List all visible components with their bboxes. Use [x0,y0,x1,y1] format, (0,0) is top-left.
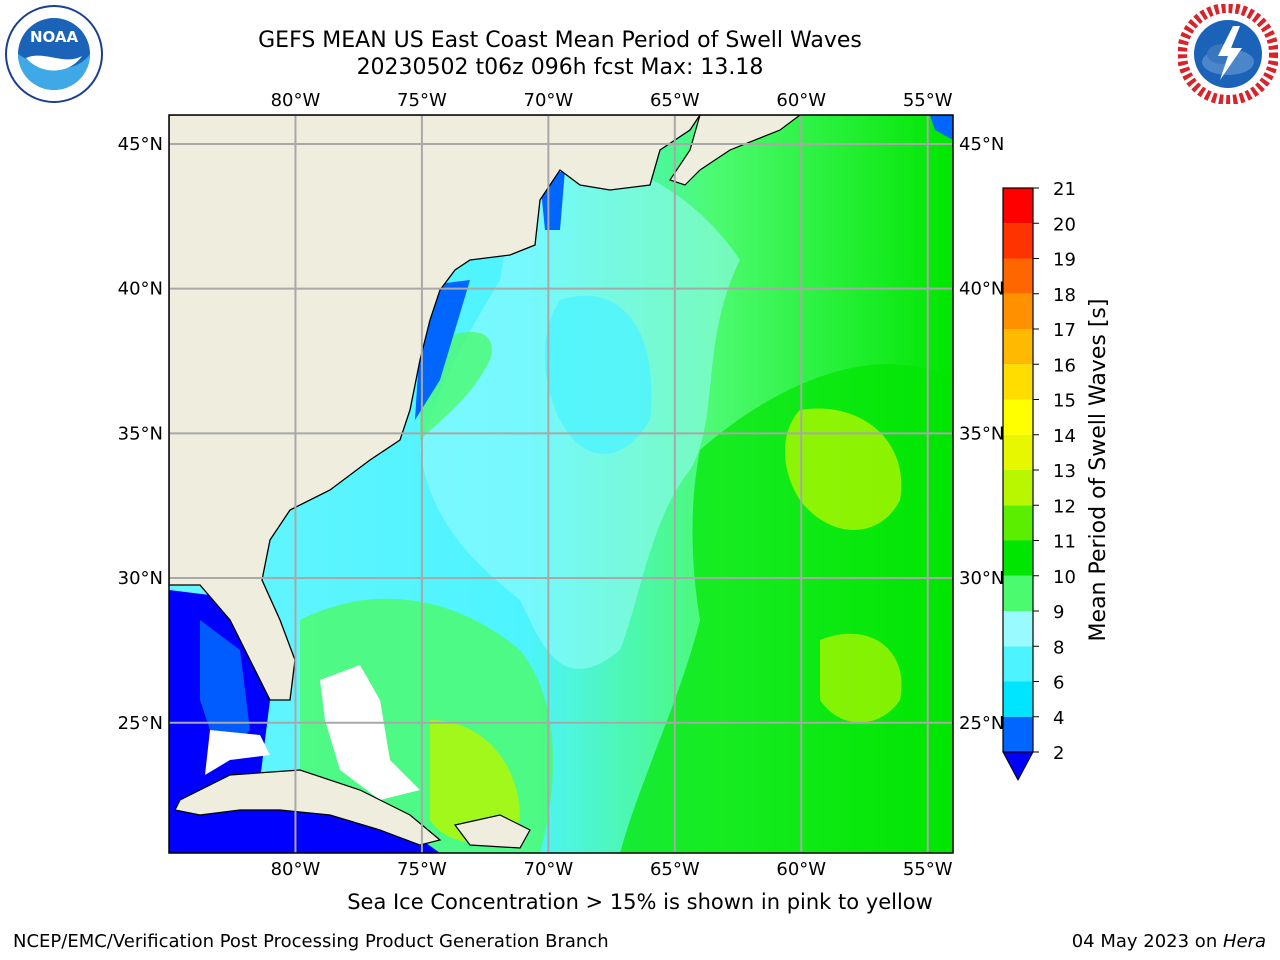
colorbar-segment [1003,540,1033,576]
lat-label-right: 45°N [959,134,1004,155]
lat-label-left: 45°N [118,134,163,155]
nws-logo [1178,4,1278,104]
lon-label-bottom: 80°W [271,859,321,880]
lat-label-left: 25°N [118,713,163,734]
colorbar-extend-arrow [1002,751,1034,782]
map-title: GEFS MEAN US East Coast Mean Period of S… [258,28,862,53]
colorbar-segment [1003,716,1033,752]
colorbar-segment [1003,646,1033,682]
lon-label-top: 80°W [271,90,321,111]
lon-label-bottom: 65°W [650,859,700,880]
land-mask [169,115,801,849]
colorbar-segment [1003,505,1033,541]
colorbar-segment [1003,188,1033,224]
colorbar-tick-label: 10 [1053,567,1076,588]
colorbar-tick-label: 16 [1053,355,1076,376]
colorbar-segment [1003,681,1033,717]
lon-label-bottom: 70°W [524,859,574,880]
colorbar-tick-label: 18 [1053,285,1076,306]
lat-label-right: 25°N [959,713,1004,734]
colorbar-label: Mean Period of Swell Waves [s] [1086,299,1111,642]
colorbar-segment [1003,434,1033,470]
colorbar-segment [1003,575,1033,611]
footer-producer: NCEP/EMC/Verification Post Processing Pr… [13,931,609,952]
map-frame [168,114,954,854]
lon-label-top: 75°W [397,90,447,111]
axis-labels: 80°W 80°W 75°W 75°W 70°W 70°W 65°W 65°W 60°W 60°W… [118,90,1005,880]
colorbar-tick-label: 14 [1053,426,1076,447]
colorbar-tick-label: 17 [1053,320,1076,341]
lat-label-right: 35°N [959,423,1004,444]
graticule [169,115,953,853]
colorbar-segment [1003,223,1033,259]
lon-label-bottom: 75°W [397,859,447,880]
colorbar-tick-label: 8 [1053,637,1064,658]
colorbar-tick-label: 2 [1053,743,1064,764]
colorbar-segment [1003,364,1033,400]
colorbar-tick-label: 6 [1053,673,1064,694]
colorbar: 2 4 6 8 9 10 11 12 13 14 15 16 17 18 19 20 21 [1002,179,1076,782]
colorbar-tick-label: 15 [1053,391,1076,412]
colorbar-tick-label: 4 [1053,708,1064,729]
colorbar-segment [1003,258,1033,294]
lon-label-top: 55°W [903,90,953,111]
colorbar-tick-label: 21 [1053,179,1076,200]
lon-label-top: 65°W [650,90,700,111]
colorbar-tick-label: 20 [1053,214,1076,235]
lat-label-right: 30°N [959,568,1004,589]
lat-label-right: 40°N [959,279,1004,300]
colorbar-tick-label: 19 [1053,250,1076,271]
footer-machine: Hera [1222,931,1266,952]
map-subtitle: 20230502 t06z 096h fcst Max: 13.18 [356,55,764,80]
lat-label-left: 30°N [118,568,163,589]
lon-label-top: 60°W [776,90,826,111]
colorbar-segment [1003,399,1033,435]
colorbar-tick-label: 11 [1053,532,1076,553]
colorbar-tick-label: 13 [1053,461,1076,482]
colorbar-tick-label: 12 [1053,496,1076,517]
lat-label-left: 35°N [118,423,163,444]
svg-text:NOAA: NOAA [30,28,79,46]
footer-date: 04 May 2023 on Hera [1071,931,1266,952]
colorbar-segment [1003,611,1033,647]
colorbar-segment [1003,470,1033,506]
colorbar-segment [1003,293,1033,329]
lon-label-bottom: 60°W [776,859,826,880]
colorbar-tick-label: 9 [1053,602,1064,623]
lon-label-top: 70°W [524,90,574,111]
noaa-logo: NOAA [5,5,103,103]
lon-label-bottom: 55°W [903,859,953,880]
sea-ice-note: Sea Ice Concentration > 15% is shown in … [347,890,933,914]
lat-label-left: 40°N [118,279,163,300]
colorbar-segment [1003,329,1033,365]
